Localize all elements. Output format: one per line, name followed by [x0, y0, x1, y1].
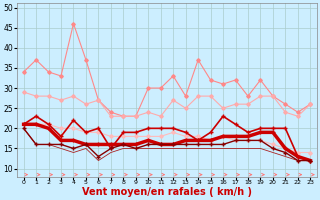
- X-axis label: Vent moyen/en rafales ( km/h ): Vent moyen/en rafales ( km/h ): [82, 187, 252, 197]
